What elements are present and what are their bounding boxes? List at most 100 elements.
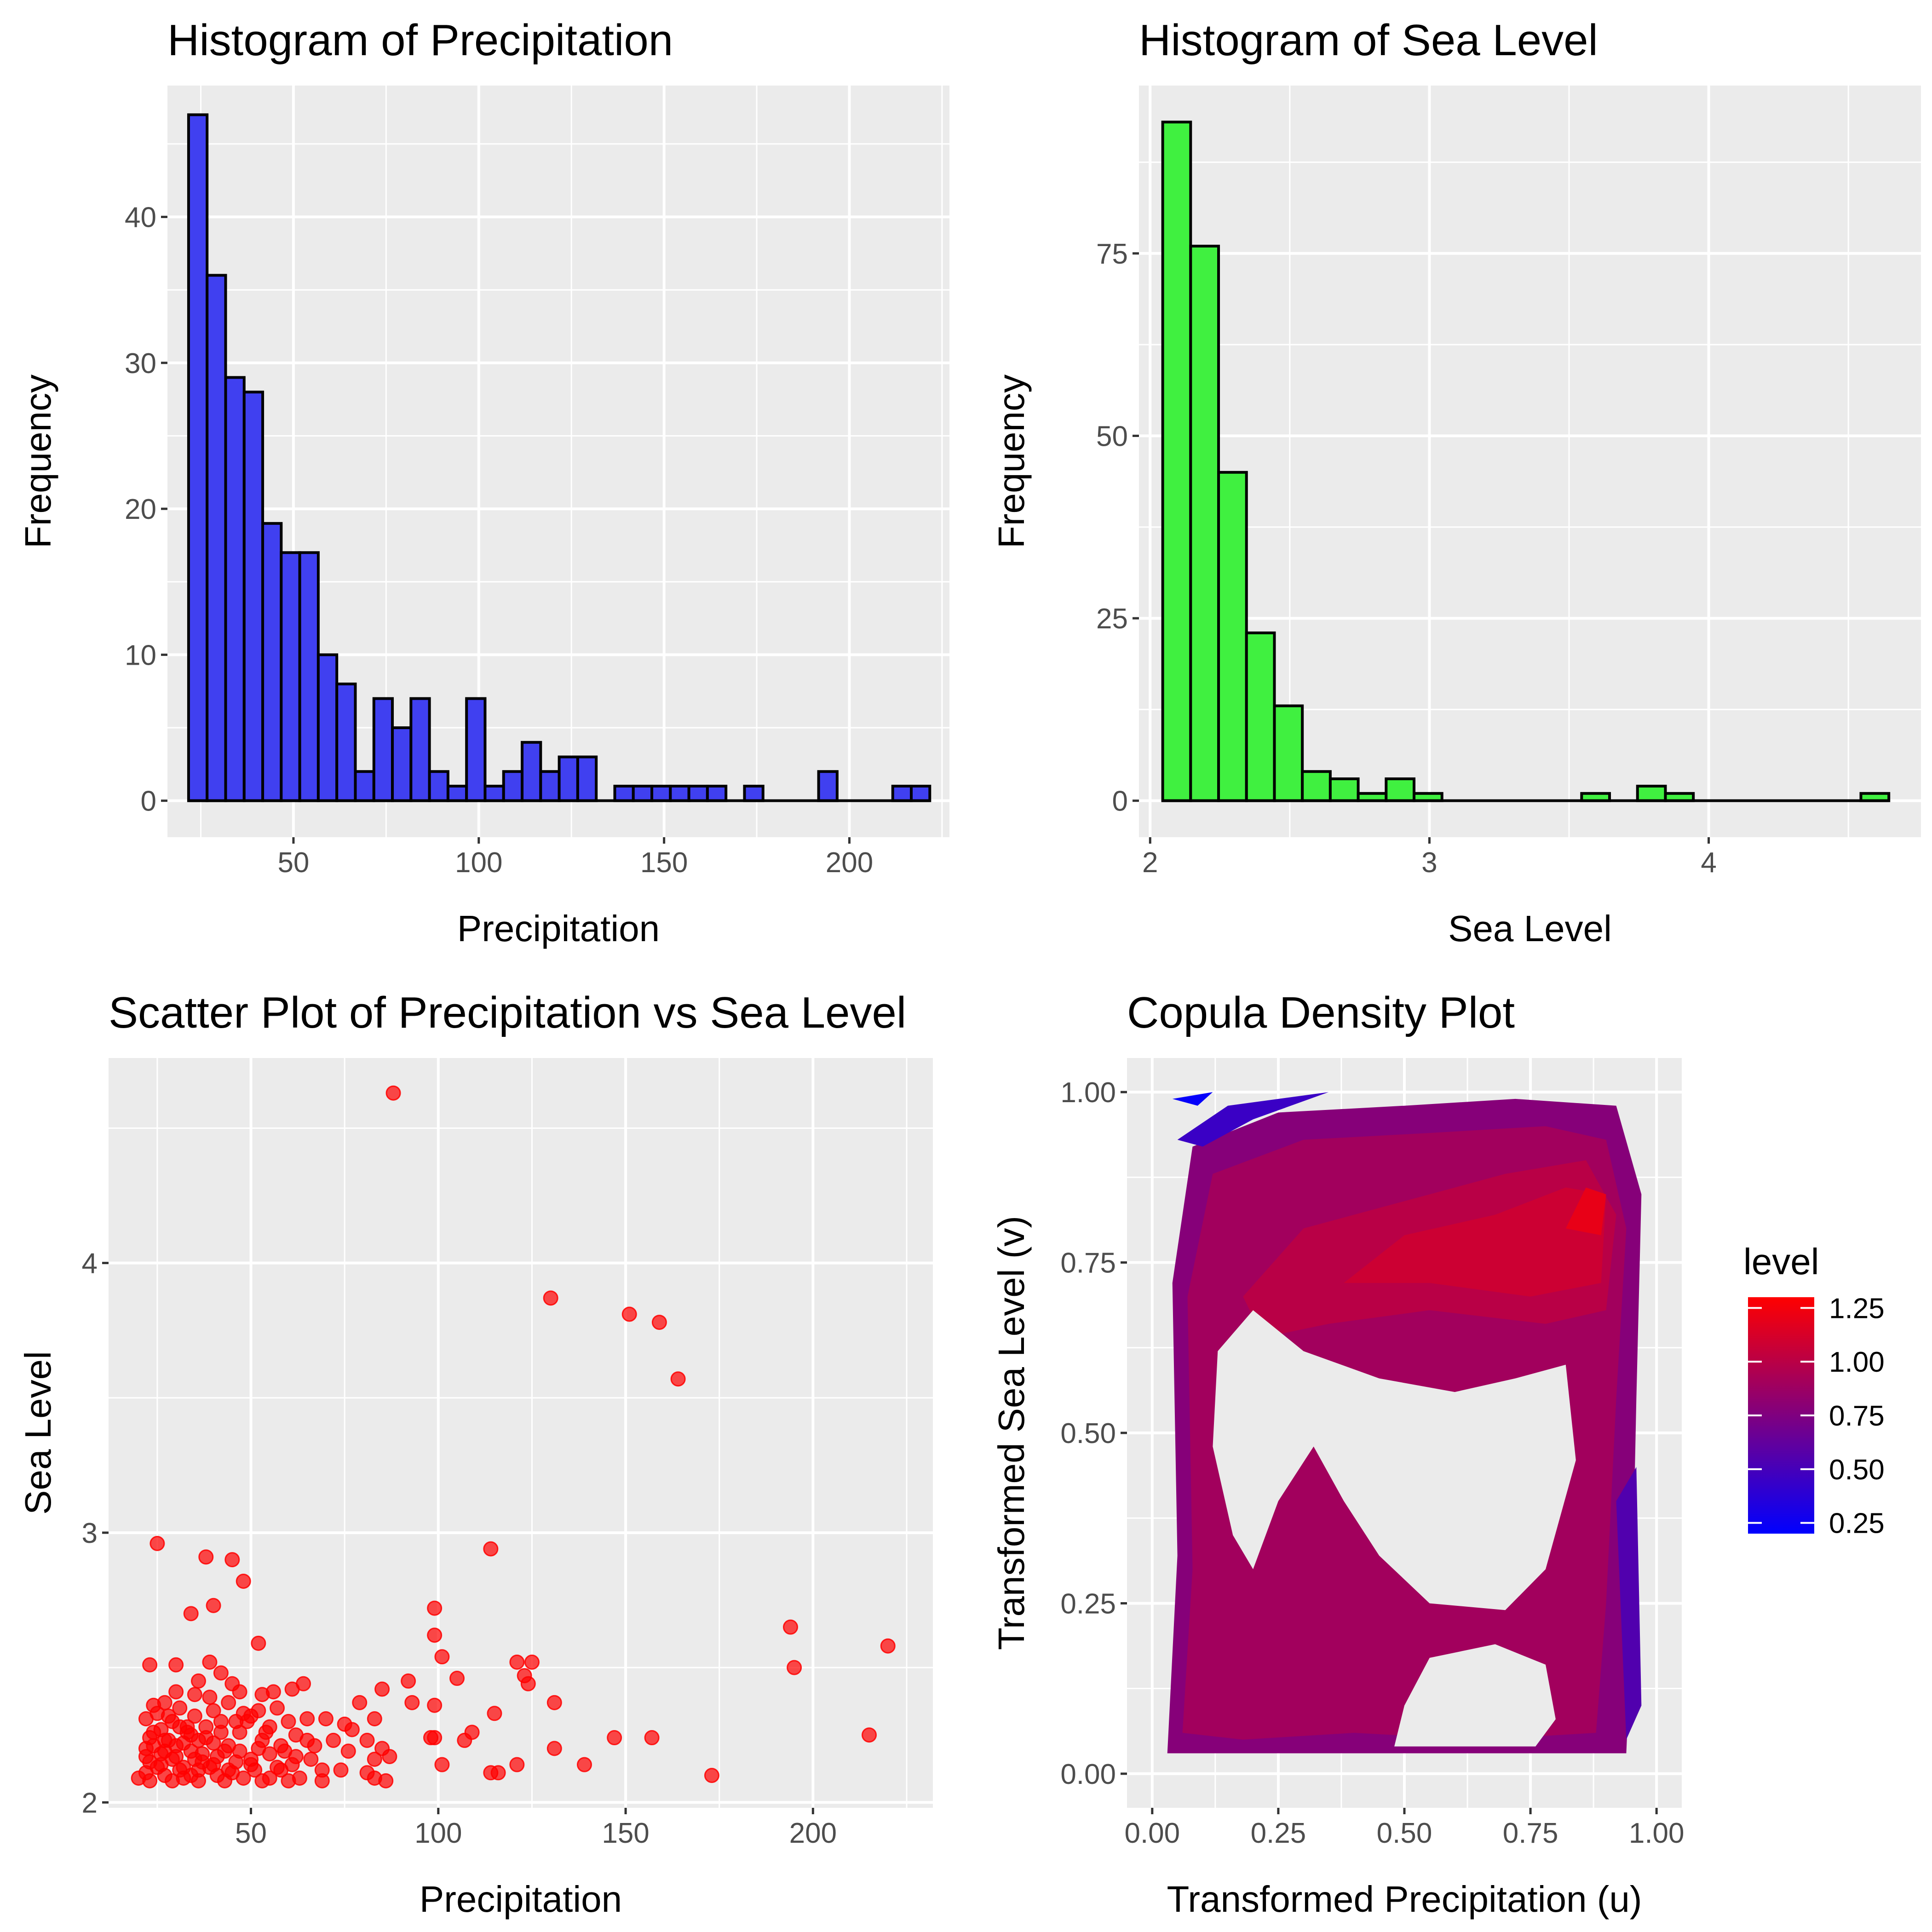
histogram-bar	[261, 522, 283, 802]
y-tick-label: 0.00	[1060, 1759, 1116, 1790]
density-gap	[1213, 1310, 1576, 1610]
scatter-point	[359, 1732, 375, 1748]
histogram-bar	[316, 653, 339, 802]
y-tick-label: 0	[1112, 786, 1128, 817]
bars	[1161, 121, 1891, 802]
histogram-bar	[669, 784, 690, 802]
scatter-point	[270, 1700, 285, 1716]
histogram-bar	[650, 784, 672, 802]
x-tick-label: 2	[1142, 847, 1158, 879]
scatter-point	[172, 1700, 188, 1716]
x-axis-title: Precipitation	[457, 908, 660, 949]
scatter-point	[449, 1671, 465, 1686]
scatter-point	[157, 1732, 172, 1748]
density-region	[1177, 1092, 1329, 1147]
scatter-point	[168, 1657, 184, 1673]
x-tick-label: 150	[640, 847, 688, 879]
scatter-point	[457, 1732, 472, 1748]
histogram-bar	[539, 770, 561, 802]
scatter-point	[288, 1749, 304, 1765]
x-axis-title: Precipitation	[420, 1879, 622, 1920]
scatter-point	[524, 1654, 540, 1670]
scatter-point	[607, 1730, 622, 1746]
scatter-point	[142, 1657, 158, 1673]
x-axis-title: Transformed Precipitation (u)	[1167, 1879, 1642, 1920]
scatter-point	[161, 1708, 176, 1724]
scatter-point	[385, 1085, 401, 1101]
histogram-bar	[1636, 784, 1667, 802]
scatter-point	[427, 1697, 443, 1713]
histogram-bar	[613, 784, 635, 802]
scatter-point	[378, 1773, 394, 1788]
y-tick-label: 3	[82, 1518, 98, 1549]
plot-background	[109, 1058, 933, 1808]
scatter-point	[543, 1290, 558, 1306]
scatter-point	[326, 1732, 341, 1748]
scatter-point	[382, 1749, 397, 1765]
scatter-point	[427, 1600, 443, 1616]
scatter-point	[213, 1725, 229, 1740]
y-tick-label: 20	[125, 494, 156, 525]
histogram-bar	[409, 697, 431, 802]
histogram-bar	[187, 113, 209, 802]
bars	[187, 113, 932, 802]
scatter-point	[236, 1573, 251, 1589]
x-tick-label: 200	[789, 1817, 837, 1849]
gridlines	[109, 1058, 933, 1808]
histogram-bar	[891, 784, 913, 802]
x-tick-label: 4	[1701, 847, 1716, 879]
scatter-point	[520, 1676, 536, 1691]
scatter-point	[187, 1687, 202, 1702]
axes: 0.00 0.25 0.50 0.75 1.00 0.00 0.25 0.50 0.75 1.00	[1060, 1077, 1684, 1849]
scatter-point	[880, 1638, 896, 1654]
histogram-bar	[446, 784, 468, 802]
histogram-bar	[687, 784, 709, 802]
points	[131, 1085, 896, 1788]
histogram-bar	[298, 551, 320, 802]
scatter-point	[782, 1619, 798, 1635]
x-tick-label: 0.00	[1124, 1817, 1180, 1849]
scatter-point	[206, 1757, 221, 1772]
histogram-bar	[576, 755, 598, 802]
scatter-point	[670, 1371, 686, 1387]
scatter-point	[374, 1681, 390, 1697]
chart-title: Scatter Plot of Precipitation vs Sea Lev…	[109, 988, 906, 1037]
legend-title: level	[1743, 1241, 1819, 1282]
scatter-point	[198, 1549, 214, 1565]
panel-copula-density: 0.00 0.25 0.50 0.75 1.00 0.00 0.25 0.50 0.75 1.00…	[991, 988, 1885, 1920]
panel-histogram-precipitation: 50 100 150 200 0 10 20 30 40 Histogram of Precip…	[17, 16, 949, 949]
scatter-point	[258, 1725, 274, 1740]
scatter-point	[862, 1727, 877, 1743]
scatter-point	[314, 1773, 330, 1788]
chart-title: Histogram of Sea Level	[1139, 16, 1598, 65]
scatter-point	[284, 1681, 300, 1697]
histogram-bar	[1301, 770, 1332, 802]
scatter-point	[270, 1760, 285, 1775]
x-tick-label: 0.50	[1377, 1817, 1432, 1849]
scatter-point	[153, 1746, 169, 1762]
scatter-point	[232, 1684, 247, 1700]
x-tick-label: 100	[455, 847, 502, 879]
scatter-point	[131, 1771, 146, 1786]
histogram-bar	[335, 682, 357, 802]
legend-ticks: 0.25 0.50 0.75 1.00 1.25	[1748, 1293, 1885, 1540]
y-tick-label: 2	[82, 1787, 98, 1819]
histogram-bar	[224, 376, 246, 802]
scatter-point	[318, 1711, 334, 1727]
scatter-point	[243, 1751, 259, 1767]
density-regions	[1167, 1092, 1642, 1754]
x-tick-label: 1.00	[1629, 1817, 1685, 1849]
scatter-point	[239, 1714, 255, 1729]
scatter-point	[340, 1743, 356, 1759]
histogram-bar	[1217, 471, 1248, 802]
scatter-point	[138, 1711, 154, 1727]
histogram-bar	[280, 551, 301, 802]
y-tick-label: 0	[141, 786, 156, 817]
scatter-point	[224, 1765, 240, 1781]
scatter-point	[434, 1649, 450, 1665]
x-tick-label: 200	[826, 847, 873, 879]
y-tick-label: 4	[82, 1248, 98, 1280]
x-tick-label: 50	[277, 847, 309, 879]
scatter-point	[509, 1757, 525, 1772]
